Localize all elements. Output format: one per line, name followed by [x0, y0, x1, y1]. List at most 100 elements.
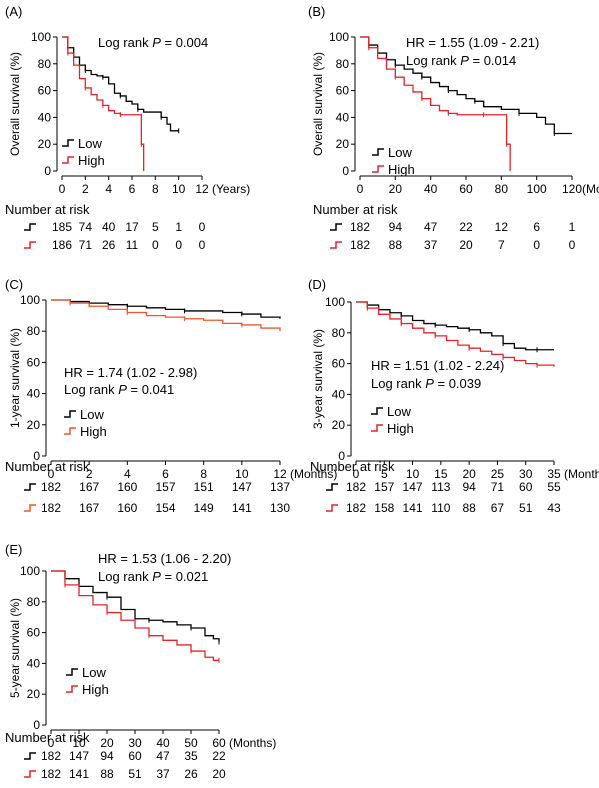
risk-value: 37 [424, 238, 438, 252]
risk-value: 22 [212, 749, 226, 763]
risk-value: 94 [100, 749, 114, 763]
risk-value: 110 [431, 501, 450, 515]
risk-value: 185 [52, 220, 72, 234]
risk-value: 17 [125, 220, 139, 234]
risk-value: 22 [459, 220, 473, 234]
x-tick-label: 15 [434, 467, 448, 481]
x-tick-label: 40 [156, 736, 170, 750]
risk-value: 182 [346, 480, 366, 494]
risk-value: 141 [232, 501, 252, 515]
risk-value: 157 [155, 480, 175, 494]
x-tick-label: 8 [200, 467, 207, 481]
risk-swatch-low [24, 483, 36, 491]
legend-swatch-high [64, 427, 76, 435]
annotation: HR = 1.51 (1.02 - 2.24) [371, 358, 504, 373]
panel-c: (C) 0 20 40 60 80 100 0 2 4 6 8 10 12 (Months) 1-year s… [5, 277, 337, 515]
legend-label-low: Low [387, 404, 411, 419]
x-axis-label: (Months) [229, 736, 276, 750]
y-tick-label: 80 [336, 57, 350, 71]
x-tick-label: 4 [105, 182, 112, 196]
x-tick-label: 30 [128, 736, 142, 750]
x-tick-label: 12 [273, 467, 287, 481]
legend-swatch-high [371, 424, 383, 432]
risk-swatch-high [24, 770, 36, 778]
annotation: HR = 1.53 (1.06 - 2.20) [98, 551, 231, 566]
risk-value: 160 [117, 501, 137, 515]
panel-b: (B)020406080100020406080100120(Months)Ov… [308, 4, 599, 252]
risk-title: Number at risk [5, 730, 90, 745]
risk-value: 12 [495, 220, 509, 234]
risk-value: 0 [533, 238, 540, 252]
risk-value: 182 [41, 501, 61, 515]
risk-value: 71 [79, 238, 93, 252]
series-low [356, 301, 554, 351]
y-tick-label: 0 [342, 164, 349, 178]
risk-swatch-low [326, 483, 338, 491]
panel-d: (D) 0 20 40 60 80 100 0 5 10 15 20 25 30 35(Months) 3-y… [308, 277, 599, 515]
legend-swatch-high [372, 165, 384, 173]
y-tick-label: 100 [329, 30, 349, 44]
risk-value: 158 [374, 501, 394, 515]
legend-swatch-low [372, 148, 384, 156]
risk-value: 6 [533, 220, 540, 234]
risk-swatch-low [24, 223, 36, 231]
annotation: Log rank P = 0.014 [406, 53, 516, 68]
risk-value: 0 [152, 238, 159, 252]
x-tick-label: 5 [381, 467, 388, 481]
risk-value: 47 [424, 220, 438, 234]
x-tick-label: 10 [235, 467, 249, 481]
y-tick-label: 100 [31, 30, 51, 44]
x-tick-label: 0 [353, 467, 360, 481]
y-tick-label: 20 [27, 687, 41, 701]
risk-value: 26 [102, 238, 116, 252]
y-axis-label: 1-year survival (%) [8, 328, 22, 428]
risk-title: Number at risk [5, 459, 90, 474]
legend-label-high: High [388, 162, 415, 177]
y-tick-label: 0 [44, 164, 51, 178]
y-tick-label: 80 [332, 326, 346, 340]
risk-value: 1 [569, 220, 576, 234]
x-axis-label: (Months) [290, 467, 337, 481]
risk-value: 26 [184, 767, 198, 781]
y-tick-label: 40 [27, 387, 41, 401]
risk-value: 11 [126, 238, 139, 252]
x-tick-label: 0 [48, 736, 55, 750]
x-tick-label: 6 [129, 182, 136, 196]
x-tick-label: 6 [162, 467, 169, 481]
legend-swatch-high [62, 156, 74, 164]
risk-value: 160 [117, 480, 137, 494]
risk-title: Number at risk [310, 459, 395, 474]
y-tick-label: 80 [27, 595, 41, 609]
risk-value: 157 [374, 480, 394, 494]
y-tick-label: 40 [336, 110, 350, 124]
x-tick-label: 0 [48, 467, 55, 481]
risk-value: 182 [41, 767, 61, 781]
risk-swatch-high [24, 504, 36, 512]
x-tick-label: 10 [172, 182, 186, 196]
legend-label-low: Low [80, 407, 104, 422]
risk-title: Number at risk [313, 202, 398, 217]
y-tick-label: 60 [38, 84, 52, 98]
panel-label: (B) [308, 4, 325, 19]
annotation: Log rank P = 0.041 [64, 382, 174, 397]
risk-value: 88 [462, 501, 476, 515]
x-tick-label: 120 [562, 182, 582, 196]
legend-swatch-low [66, 668, 78, 676]
series-high [62, 36, 145, 171]
y-tick-label: 60 [332, 357, 346, 371]
risk-value: 154 [155, 501, 175, 515]
risk-value: 5 [152, 220, 159, 234]
risk-swatch-low [330, 223, 342, 231]
x-tick-label: 12 [195, 182, 209, 196]
x-tick-label: 30 [519, 467, 533, 481]
risk-value: 182 [350, 220, 370, 234]
legend-label-high: High [387, 421, 414, 436]
risk-value: 0 [569, 238, 576, 252]
y-tick-label: 40 [27, 656, 41, 670]
risk-value: 43 [547, 501, 561, 515]
y-tick-label: 0 [33, 449, 40, 463]
risk-value: 35 [184, 749, 198, 763]
risk-value: 51 [128, 767, 142, 781]
series-high [356, 301, 555, 367]
